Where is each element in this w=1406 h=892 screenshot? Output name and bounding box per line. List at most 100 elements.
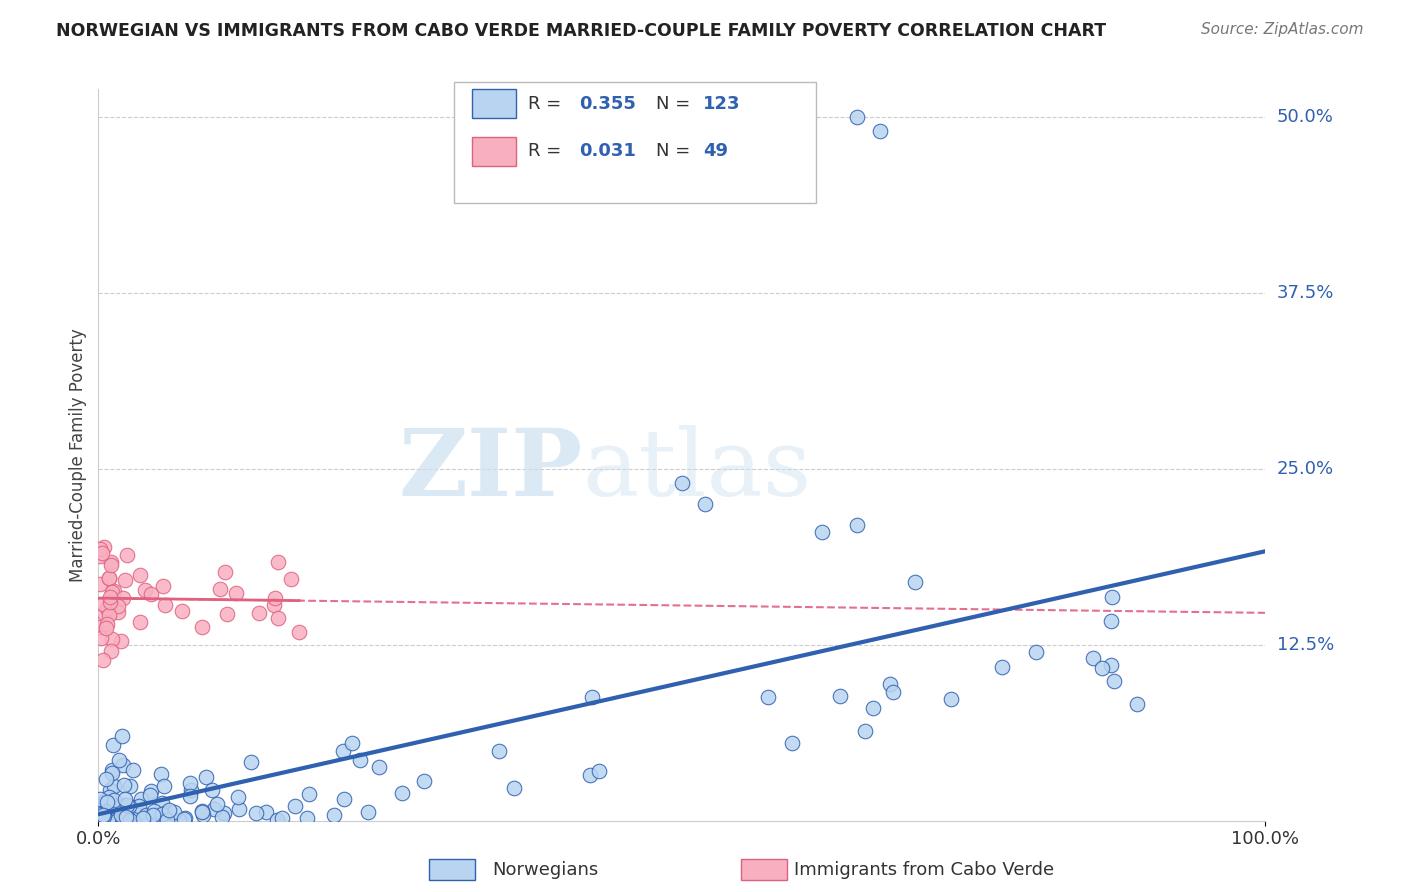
Point (882, 685, 904, 699)
Point (212, 805, 235, 820)
Point (853, 724, 876, 739)
Point (110, 633, 132, 648)
Point (215, 607, 238, 622)
Point (98, 782, 121, 797)
Point (139, 587, 162, 601)
Point (93, 606, 115, 620)
Point (263, 598, 285, 612)
Point (228, 802, 250, 816)
Point (869, 124, 891, 138)
Text: Norwegians: Norwegians (492, 861, 599, 879)
Point (1101, 591, 1123, 605)
Point (150, 797, 173, 811)
Point (295, 811, 318, 825)
Point (332, 792, 354, 806)
Point (170, 603, 193, 617)
Text: Source: ZipAtlas.com: Source: ZipAtlas.com (1201, 22, 1364, 37)
Point (671, 476, 693, 491)
Point (114, 798, 136, 813)
Point (1125, 697, 1147, 711)
Point (111, 812, 134, 826)
Point (811, 525, 834, 540)
Point (904, 574, 927, 589)
Point (103, 779, 125, 793)
Point (98, 595, 121, 609)
Text: 37.5%: 37.5% (1277, 285, 1334, 302)
Point (846, 111, 869, 125)
Point (191, 620, 214, 634)
Point (115, 548, 138, 562)
Point (152, 579, 174, 593)
Point (488, 744, 510, 758)
Text: atlas: atlas (582, 425, 813, 515)
FancyBboxPatch shape (472, 89, 516, 119)
Text: N =: N = (657, 143, 696, 161)
Point (879, 677, 901, 691)
Point (263, 591, 285, 606)
Point (332, 744, 354, 758)
Point (780, 736, 803, 750)
Point (98, 799, 121, 814)
Point (225, 586, 247, 600)
Text: Immigrants from Cabo Verde: Immigrants from Cabo Verde (794, 861, 1054, 879)
Point (89, 576, 111, 591)
Point (240, 756, 263, 770)
Point (96, 601, 118, 615)
Point (226, 789, 249, 804)
Text: ZIP: ZIP (398, 425, 582, 515)
Point (132, 811, 155, 825)
Point (139, 784, 162, 798)
Point (120, 811, 142, 825)
Point (101, 764, 124, 778)
Point (862, 701, 884, 715)
Point (1025, 645, 1047, 659)
Point (142, 804, 165, 818)
Point (391, 786, 413, 800)
Point (357, 805, 380, 819)
Point (1099, 657, 1122, 672)
Point (98, 607, 121, 622)
Point (179, 789, 201, 803)
Point (134, 583, 156, 598)
Point (828, 689, 851, 703)
Point (90, 811, 112, 825)
Point (91, 798, 114, 813)
Point (115, 809, 138, 823)
Point (846, 518, 869, 533)
Point (180, 783, 202, 797)
Point (349, 753, 371, 767)
Point (101, 739, 124, 753)
Point (97, 571, 120, 585)
Point (89, 813, 111, 827)
Point (103, 792, 125, 806)
Point (266, 611, 288, 625)
Point (581, 690, 603, 704)
Point (941, 692, 963, 706)
Point (91, 808, 114, 822)
Point (114, 574, 136, 588)
Text: 12.5%: 12.5% (1277, 636, 1334, 654)
Point (152, 813, 174, 827)
Point (695, 497, 717, 511)
Text: 0.355: 0.355 (579, 95, 636, 112)
Point (191, 807, 214, 822)
Point (280, 572, 302, 586)
Point (153, 806, 176, 821)
Text: R =: R = (527, 95, 567, 112)
Point (91, 805, 114, 820)
Point (368, 759, 391, 773)
Text: 49: 49 (703, 143, 728, 161)
Point (93, 809, 115, 823)
Point (96, 622, 118, 636)
Point (104, 798, 127, 813)
Y-axis label: Married-Couple Family Poverty: Married-Couple Family Poverty (69, 328, 87, 582)
Point (247, 607, 270, 621)
Point (159, 803, 181, 817)
Point (413, 773, 436, 788)
Point (163, 805, 186, 820)
Point (89, 541, 111, 556)
Text: 50.0%: 50.0% (1277, 108, 1333, 127)
Point (110, 729, 132, 743)
Text: 0.031: 0.031 (579, 143, 636, 161)
Point (107, 599, 129, 613)
